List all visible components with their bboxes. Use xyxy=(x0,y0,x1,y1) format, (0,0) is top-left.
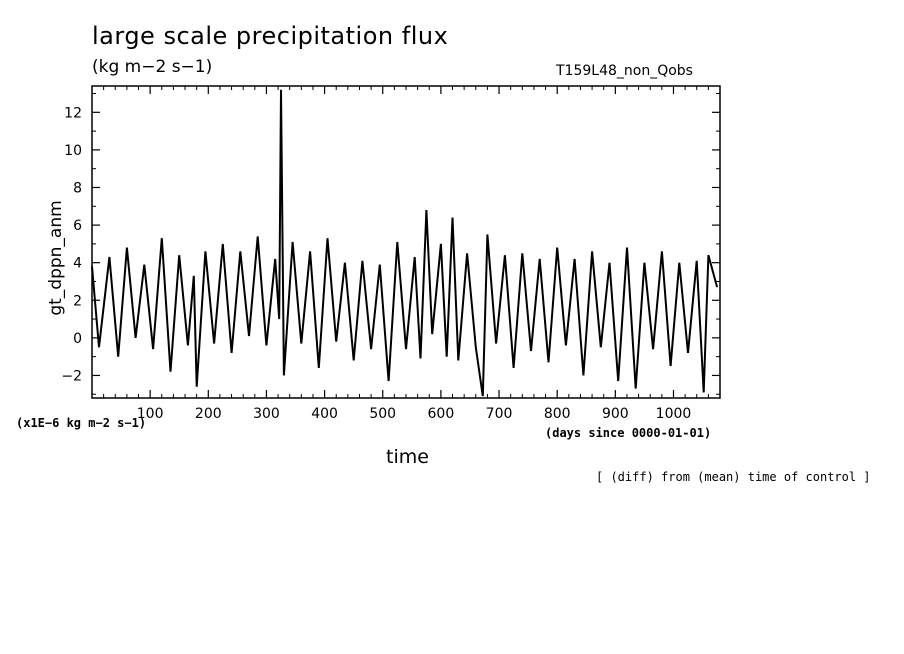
x-axis-label: time xyxy=(386,446,429,468)
chart-units: (kg m−2 s−1) xyxy=(92,57,213,77)
axis-layer: −2 0 2 4 6 8 10 12 100 200 300 400 500 600 700 800 900 10… xyxy=(61,85,721,422)
x-tick-label: 900 xyxy=(602,406,629,422)
y-tick-label: 0 xyxy=(73,331,82,347)
x-tick-label: 700 xyxy=(486,406,513,422)
y-tick-label: −2 xyxy=(61,368,82,384)
run-label: T159L48_non_Qobs xyxy=(556,63,693,79)
y-tick-label: 8 xyxy=(73,180,82,196)
x-tick-label: 800 xyxy=(544,406,571,422)
y-tick-label: 10 xyxy=(64,143,82,159)
x-tick-label: 100 xyxy=(137,406,164,422)
x-tick-label: 200 xyxy=(195,406,222,422)
x-tick-label: 300 xyxy=(253,406,280,422)
x-tick-label: 1000 xyxy=(656,406,692,422)
y-tick-label: 2 xyxy=(73,293,82,309)
y-axis-label: gt_dppn_anm xyxy=(46,200,66,316)
series-line-0 xyxy=(91,89,719,397)
chart-title: large scale precipitation flux xyxy=(92,22,449,50)
y-tick-label: 4 xyxy=(73,256,82,272)
x-tick-label: 400 xyxy=(311,406,338,422)
y-tick-label: 12 xyxy=(64,105,82,121)
x-tick-label: 600 xyxy=(428,406,455,422)
x-tick-label: 500 xyxy=(369,406,396,422)
data-layer xyxy=(91,89,719,397)
y-scale-note: (x1E−6 kg m−2 s−1) xyxy=(16,416,147,430)
comparison-note: [ (diff) from (mean) time of control ] xyxy=(596,470,871,484)
plot-frame xyxy=(91,85,721,399)
x-axis-units: (days since 0000-01-01) xyxy=(545,426,712,440)
y-tick-label: 6 xyxy=(73,218,82,234)
